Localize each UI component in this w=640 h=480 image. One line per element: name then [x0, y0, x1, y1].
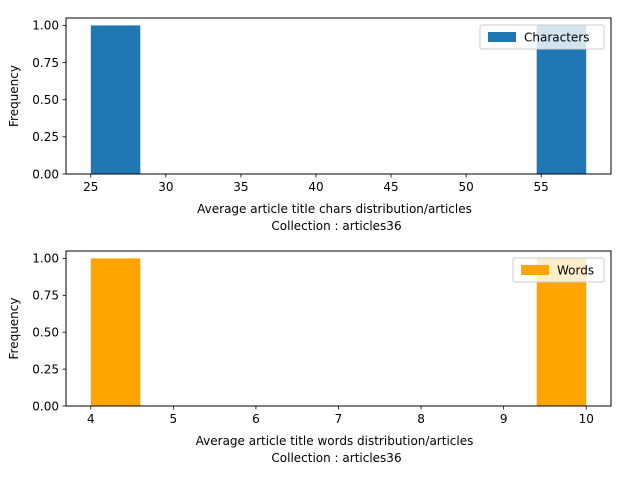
words-y-tick-label-2: 0.50: [32, 325, 59, 339]
characters-x-tick-label-0: 25: [83, 180, 98, 194]
characters-histogram: 25 30 35 40 45 50 55 0.00 0.25 0.50 0.75 1.00 Freq…: [7, 17, 612, 233]
words-bar-9: [536, 258, 587, 406]
words-x-axis-label: Average article title words distribution…: [196, 434, 474, 448]
words-y-ticks: 0.00 0.25 0.50 0.75 1.00: [32, 252, 66, 413]
words-x-ticks: 4 5 6 7 8 9 10: [87, 406, 594, 426]
words-x-tick-label-5: 9: [500, 412, 508, 426]
characters-y-ticks: 0.00 0.25 0.50 0.75 1.00: [32, 19, 66, 181]
words-collection-label: Collection : articles36: [271, 451, 401, 465]
characters-axes-frame: [65, 17, 612, 175]
words-x-tick-label-6: 10: [579, 412, 594, 426]
words-x-tick-label-4: 8: [417, 412, 425, 426]
words-legend-label: Words: [557, 264, 594, 278]
characters-y-tick-label-4: 1.00: [32, 19, 59, 33]
words-legend: Words: [512, 257, 605, 283]
characters-legend-label: Characters: [524, 31, 590, 45]
words-axes-frame: [65, 250, 612, 407]
words-x-tick-label-0: 4: [87, 412, 95, 426]
characters-legend-swatch: [488, 32, 516, 42]
characters-x-tick-label-3: 40: [308, 180, 323, 194]
characters-legend: Characters: [479, 24, 605, 50]
words-y-tick-label-3: 0.75: [32, 289, 59, 303]
characters-bars: [90, 25, 587, 174]
characters-x-tick-label-6: 55: [534, 180, 549, 194]
characters-x-tick-label-4: 45: [383, 180, 398, 194]
words-x-tick-label-2: 6: [252, 412, 260, 426]
words-y-axis-label: Frequency: [7, 298, 21, 360]
characters-x-axis-label: Average article title chars distribution…: [197, 202, 472, 216]
characters-bar-9: [536, 25, 587, 174]
characters-x-tick-label-2: 35: [233, 180, 248, 194]
words-y-tick-label-0: 0.00: [32, 399, 59, 413]
characters-x-ticks: 25 30 35 40 45 50 55: [83, 174, 549, 194]
words-bar-0: [90, 258, 141, 406]
characters-legend-box: [479, 24, 605, 50]
characters-y-tick-label-3: 0.75: [32, 56, 59, 70]
words-y-tick-label-1: 0.25: [32, 362, 59, 376]
characters-x-tick-label-5: 50: [458, 180, 473, 194]
words-x-tick-label-3: 7: [335, 412, 343, 426]
characters-bar-0: [90, 25, 141, 174]
words-legend-swatch: [521, 265, 549, 275]
characters-y-axis-label: Frequency: [7, 65, 21, 127]
words-bars: [90, 258, 587, 406]
characters-y-tick-label-1: 0.25: [32, 130, 59, 144]
characters-y-tick-label-2: 0.50: [32, 93, 59, 107]
words-legend-box: [512, 257, 605, 283]
words-histogram: 4 5 6 7 8 9 10 0.000.250.500.751.00 Frequency …: [7, 250, 612, 465]
characters-x-tick-label-1: 30: [158, 180, 173, 194]
characters-y-tick-label-0: 0.00: [32, 167, 59, 181]
characters-collection-label: Collection : articles36: [271, 219, 401, 233]
words-y-tick-label-4: 1.00: [32, 252, 59, 266]
words-x-tick-label-1: 5: [170, 412, 178, 426]
